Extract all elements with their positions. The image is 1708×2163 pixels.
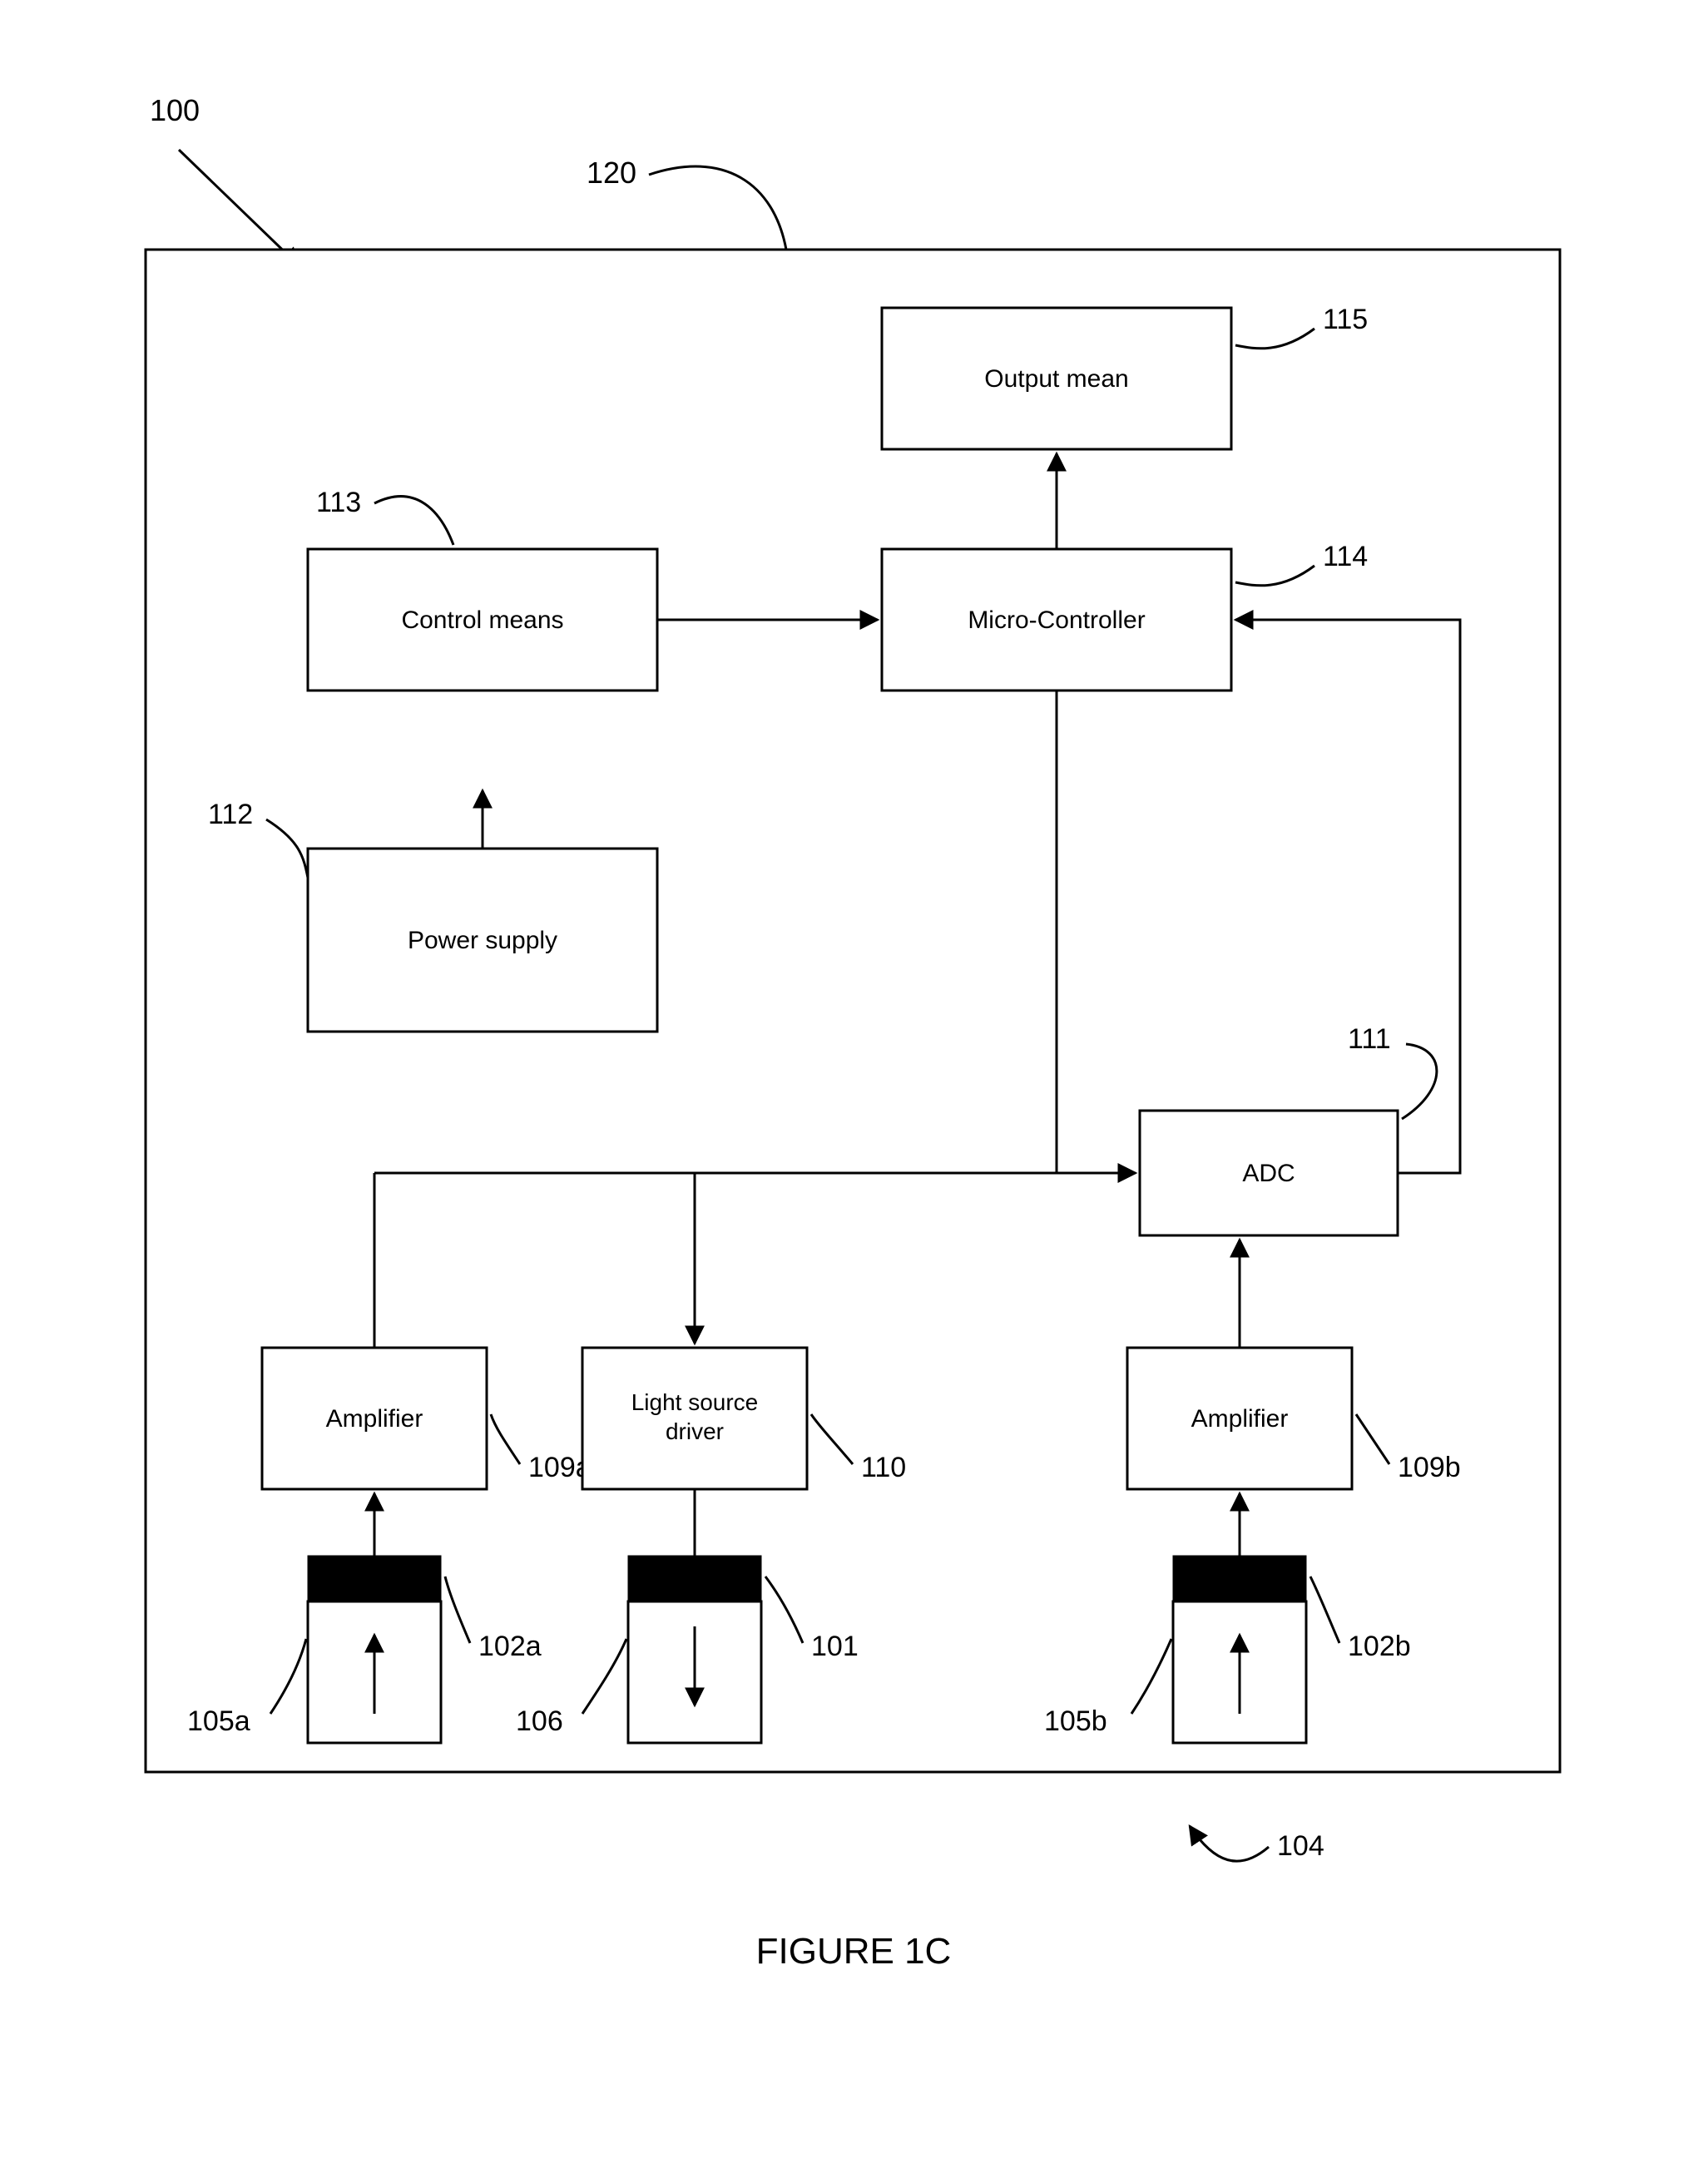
label-102a: 102a: [478, 1631, 542, 1662]
leader-120: [649, 166, 786, 250]
block-amp-left-label: Amplifier: [326, 1405, 423, 1433]
block-control-means-label: Control means: [401, 606, 563, 634]
label-104: 104: [1277, 1830, 1324, 1862]
label-110: 110: [861, 1452, 906, 1483]
figure-caption: FIGURE 1C: [756, 1931, 952, 1972]
label-101: 101: [811, 1631, 859, 1662]
label-114: 114: [1323, 541, 1368, 572]
block-driver-label1: Light source: [631, 1389, 759, 1415]
label-106: 106: [516, 1705, 563, 1737]
block-amp-right-label: Amplifier: [1191, 1405, 1289, 1433]
label-109b: 109b: [1398, 1452, 1461, 1483]
label-111: 111: [1348, 1023, 1391, 1055]
label-105a: 105a: [187, 1705, 250, 1737]
block-power-label: Power supply: [408, 927, 557, 954]
leader-104: [1190, 1826, 1269, 1861]
cap-left: [308, 1556, 441, 1601]
label-113: 113: [316, 487, 361, 518]
block-micro-label: Micro-Controller: [968, 606, 1145, 634]
block-driver-label2: driver: [666, 1418, 724, 1444]
label-105b: 105b: [1044, 1705, 1107, 1737]
block-output-mean-label: Output mean: [984, 365, 1128, 393]
cap-center: [628, 1556, 761, 1601]
label-102b: 102b: [1348, 1631, 1411, 1662]
label-100: 100: [150, 93, 200, 127]
label-115: 115: [1323, 304, 1368, 335]
label-120: 120: [587, 156, 636, 190]
cap-right: [1173, 1556, 1306, 1601]
label-112: 112: [208, 799, 253, 830]
block-adc-label: ADC: [1242, 1160, 1295, 1187]
